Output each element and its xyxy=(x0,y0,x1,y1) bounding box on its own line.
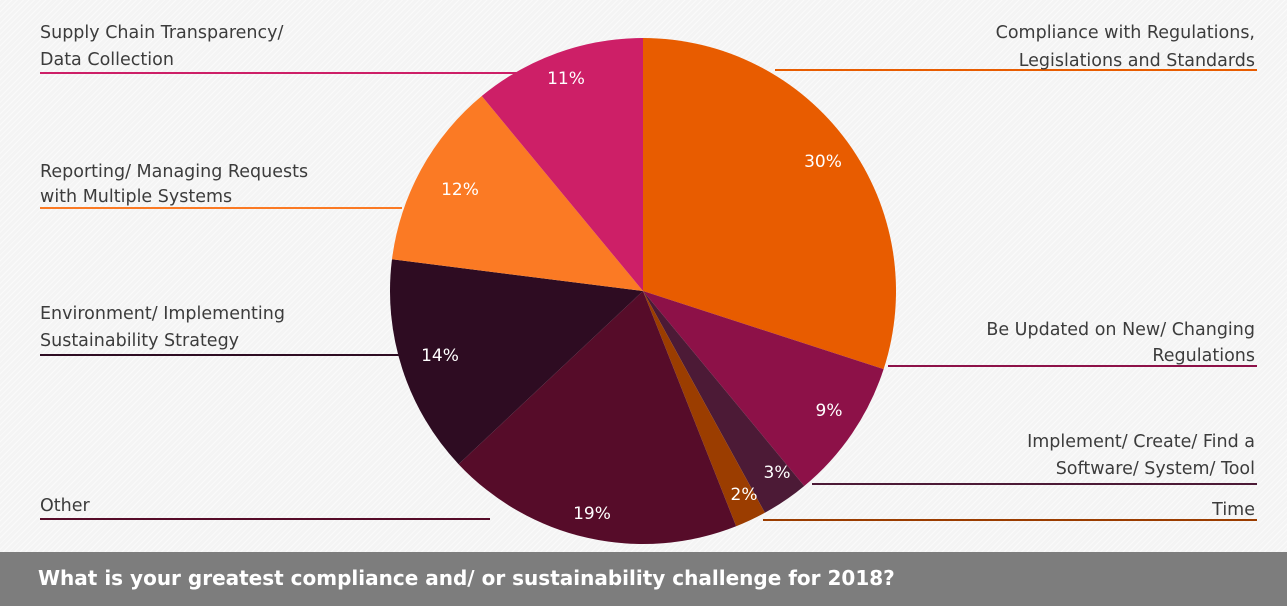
slice-value-label: 30% xyxy=(804,152,842,172)
slice-value-label: 19% xyxy=(573,504,611,524)
slice-value-label: 12% xyxy=(441,180,479,200)
slice-category-label: Reporting/ Managing Requests xyxy=(40,162,308,182)
slice-category-label: Data Collection xyxy=(40,50,174,70)
slice-value-label: 14% xyxy=(421,346,459,366)
slice-value-label: 3% xyxy=(764,463,791,483)
slice-category-label: Time xyxy=(1211,500,1255,520)
pie-slice xyxy=(389,259,643,465)
slice-category-label: Environment/ Implementing xyxy=(40,304,285,324)
pie-slice xyxy=(391,96,643,291)
pie-chart: 30% 9% 3% 2% 19% 14% 12% 11% Compliance with Reg… xyxy=(40,23,1257,544)
slice-category-label: Supply Chain Transparency/ xyxy=(40,23,283,43)
slice-value-label: 9% xyxy=(816,401,843,421)
slice-value-label: 2% xyxy=(731,485,758,505)
slice-category-label: Other xyxy=(40,496,90,516)
caption-bar: What is your greatest compliance and/ or… xyxy=(0,552,1287,606)
pie-slice xyxy=(643,291,805,513)
pie-slice xyxy=(458,291,737,544)
pie-slice xyxy=(643,38,897,370)
slice-category-label: Implement/ Create/ Find a xyxy=(1027,432,1255,452)
pie-slice xyxy=(481,38,643,291)
chart-title: What is your greatest compliance and/ or… xyxy=(38,566,895,590)
slice-category-label: Compliance with Regulations, xyxy=(996,23,1255,43)
chart-area: 30% 9% 3% 2% 19% 14% 12% 11% Compliance with Reg… xyxy=(0,0,1287,552)
slice-category-label: Sustainability Strategy xyxy=(40,331,239,351)
slice-category-label: Be Updated on New/ Changing xyxy=(986,320,1255,340)
pie-slice xyxy=(643,291,765,527)
pie-slice xyxy=(643,291,884,486)
slice-category-label: Regulations xyxy=(1152,346,1255,366)
slice-category-label: Legislations and Standards xyxy=(1019,51,1255,71)
slice-category-label: with Multiple Systems xyxy=(40,187,232,207)
slice-value-label: 11% xyxy=(547,69,585,89)
slice-category-label: Software/ System/ Tool xyxy=(1056,459,1255,479)
